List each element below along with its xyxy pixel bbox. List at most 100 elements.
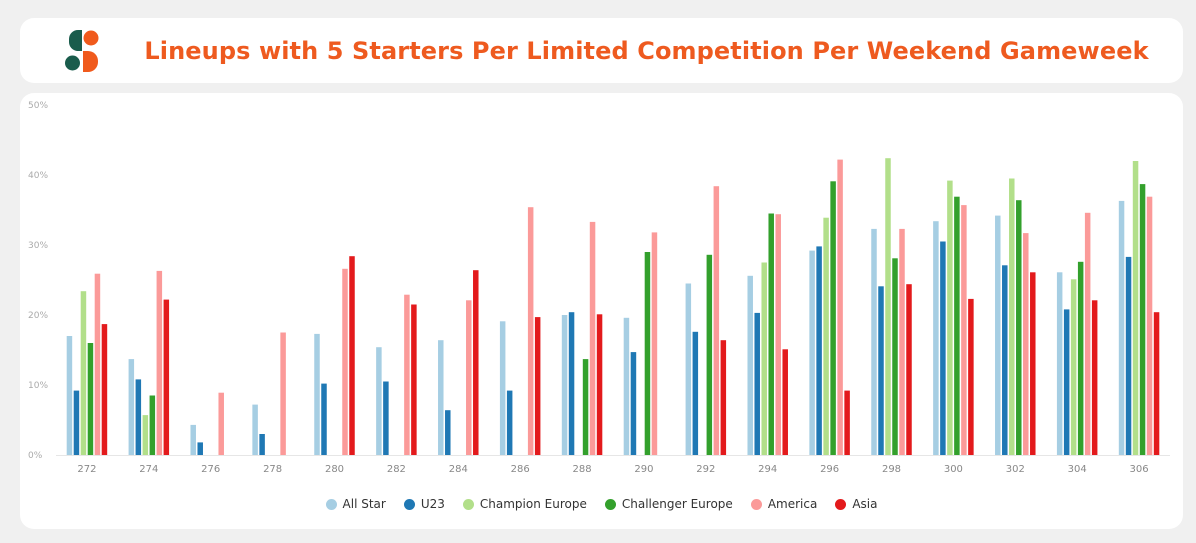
bar-u23-278: [259, 434, 265, 455]
legend-label: Challenger Europe: [621, 497, 733, 511]
bar-u23-286: [506, 390, 513, 455]
x-tick-label: 290: [634, 464, 653, 475]
legend-swatch-icon: [462, 498, 474, 510]
bar-all-star-276: [190, 424, 196, 455]
bar-challenger-europe-272: [87, 343, 94, 455]
x-tick-label: 278: [263, 464, 282, 475]
bar-u23-272: [73, 390, 80, 455]
y-tick-label: 30%: [28, 241, 48, 251]
bar-challenger-europe-298: [892, 258, 898, 455]
x-tick-label: 298: [882, 464, 901, 475]
bar-chart: 0% 10% 20% 30% 40% 50% 272 274 276 278 280 282 284 28…: [28, 101, 1170, 475]
bar-challenger-europe-304: [1077, 261, 1084, 455]
legend-label: All Star: [342, 497, 386, 511]
y-tick-label: 50%: [28, 101, 48, 111]
bar-america-290: [651, 232, 658, 455]
bar-america-272: [94, 273, 101, 455]
x-tick-label: 294: [758, 464, 777, 475]
bar-all-star-292: [685, 283, 692, 455]
bar-champion-europe-300: [947, 180, 953, 455]
x-tick-label: 276: [201, 464, 220, 475]
legend-item[interactable]: Asia: [835, 497, 877, 511]
bar-asia-298: [906, 284, 912, 455]
bar-challenger-europe-290: [644, 252, 651, 455]
legend-item[interactable]: All Star: [325, 497, 386, 511]
chart-legend: All Star U23 Champion Europe Challenger Eur…: [20, 497, 1183, 511]
bar-asia-282: [411, 304, 417, 455]
x-tick-label: 292: [696, 464, 715, 475]
bar-all-star-274: [128, 359, 135, 455]
legend-item[interactable]: Champion Europe: [462, 497, 587, 511]
bar-america-288: [589, 221, 596, 455]
bar-u23-276: [197, 442, 203, 455]
x-tick-label: 272: [77, 464, 96, 475]
bar-america-304: [1084, 212, 1091, 455]
legend-item[interactable]: U23: [403, 497, 445, 511]
bar-asia-284: [473, 270, 479, 455]
bar-challenger-europe-294: [768, 213, 774, 455]
bar-america-298: [899, 228, 905, 455]
legend-item[interactable]: Challenger Europe: [604, 497, 733, 511]
bar-all-star-300: [933, 221, 939, 455]
bar-all-star-294: [747, 275, 753, 455]
bar-u23-292: [692, 331, 699, 455]
x-tick-label: 306: [1130, 464, 1149, 475]
bar-all-star-304: [1056, 272, 1063, 455]
bar-asia-292: [720, 340, 727, 455]
legend-item[interactable]: America: [750, 497, 818, 511]
x-tick-label: 302: [1006, 464, 1025, 475]
legend-swatch-icon: [750, 498, 762, 510]
bar-all-star-280: [314, 333, 320, 455]
legend-swatch-icon: [604, 498, 616, 510]
bar-challenger-europe-306: [1139, 184, 1146, 455]
bar-u23-282: [383, 381, 389, 455]
legend-label: America: [767, 497, 818, 511]
bar-all-star-284: [438, 340, 444, 455]
bar-asia-294: [782, 349, 788, 455]
bar-america-284: [466, 300, 472, 455]
x-tick-label: 284: [449, 464, 468, 475]
sorare-logo-icon: [65, 30, 99, 72]
bar-champion-europe-302: [1009, 178, 1015, 455]
bar-america-302: [1023, 233, 1029, 455]
bar-u23-304: [1063, 309, 1070, 455]
bar-all-star-272: [66, 336, 73, 455]
bar-america-300: [961, 205, 967, 455]
bar-champion-europe-296: [823, 217, 829, 455]
bar-asia-274: [163, 299, 170, 455]
legend-swatch-icon: [403, 498, 415, 510]
x-tick-label: 296: [820, 464, 839, 475]
bar-challenger-europe-292: [706, 254, 713, 455]
bar-all-star-288: [561, 315, 568, 455]
bar-challenger-europe-288: [582, 359, 589, 455]
bar-asia-300: [968, 298, 974, 455]
bar-champion-europe-306: [1132, 161, 1139, 455]
bar-asia-302: [1030, 272, 1036, 455]
bar-challenger-europe-274: [149, 395, 156, 455]
bar-america-282: [404, 294, 410, 455]
bar-asia-296: [844, 390, 850, 455]
x-tick-label: 288: [573, 464, 592, 475]
bar-america-278: [280, 332, 286, 455]
bar-champion-europe-294: [761, 262, 767, 455]
bar-champion-europe-274: [142, 415, 149, 455]
bar-u23-274: [135, 379, 142, 455]
bar-all-star-282: [376, 347, 382, 455]
bar-u23-302: [1002, 265, 1008, 455]
bar-all-star-286: [499, 321, 506, 455]
legend-label: Asia: [852, 497, 878, 511]
bar-challenger-europe-302: [1016, 200, 1022, 455]
bar-america-274: [156, 270, 163, 455]
bar-america-276: [218, 392, 224, 455]
page-title: Lineups with 5 Starters Per Limited Comp…: [144, 36, 1149, 65]
x-tick-label: 304: [1068, 464, 1087, 475]
bar-asia-272: [101, 324, 108, 455]
bar-all-star-306: [1118, 200, 1125, 455]
y-tick-label: 0%: [28, 451, 43, 461]
bar-america-280: [342, 268, 348, 455]
bar-america-296: [837, 159, 843, 455]
x-tick-label: 274: [139, 464, 158, 475]
x-tick-label: 282: [387, 464, 406, 475]
legend-swatch-icon: [835, 498, 847, 510]
bar-asia-280: [349, 256, 355, 455]
